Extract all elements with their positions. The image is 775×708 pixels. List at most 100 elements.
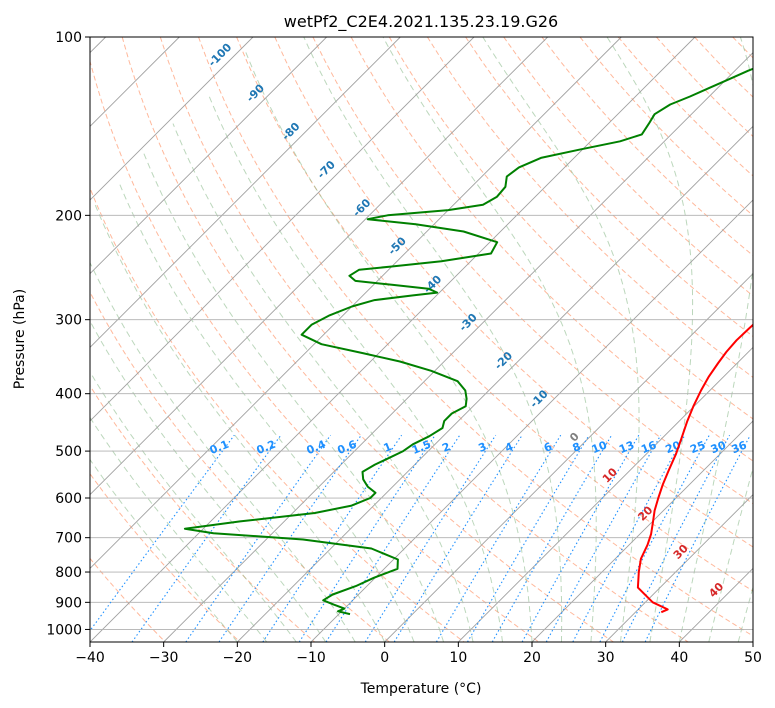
moist-adiabat — [678, 37, 753, 642]
mixing-ratio-line — [364, 434, 497, 642]
y-tick-label: 100 — [55, 30, 82, 46]
isotherm-line — [605, 494, 753, 642]
x-tick-label: −40 — [75, 650, 105, 666]
moist-adiabat — [90, 416, 268, 642]
dry-adiabat — [274, 37, 753, 548]
isotherm-line — [90, 37, 622, 569]
moist-adiabat — [172, 123, 474, 642]
mixing-ratio-label: 8 — [571, 440, 583, 455]
x-tick-label: 0 — [380, 650, 389, 666]
isotherm-line — [90, 37, 401, 348]
isotherm-line — [458, 346, 753, 642]
axes: −40 −30 −20 −10 0 10 20 30 40 50 100 200 300 400 500 60… — [46, 30, 762, 666]
mixing-ratio-line — [393, 434, 523, 642]
temperature-line — [636, 323, 753, 614]
y-tick-label: 500 — [55, 444, 82, 460]
dry-adiabat — [503, 37, 753, 297]
y-tick-label: 800 — [55, 565, 82, 581]
mixing-ratio-label: 2 — [440, 440, 452, 455]
moist-adiabat — [93, 201, 386, 642]
plot-area — [90, 37, 753, 642]
mixing-ratio-line — [185, 434, 332, 642]
isotherm-line — [90, 37, 696, 642]
moist-adiabat — [90, 370, 297, 642]
isotherm-line — [531, 420, 753, 642]
x-tick-label: 40 — [670, 650, 688, 666]
dry-adiabat — [312, 37, 753, 505]
dry-adiabat — [388, 37, 753, 420]
y-tick-label: 900 — [55, 595, 82, 611]
moist-adiabat — [708, 465, 753, 642]
mixing-ratio-label: 25 — [688, 439, 707, 457]
isotherm-line — [90, 37, 327, 275]
y-tick-label: 200 — [55, 208, 82, 224]
dry-adiabat — [350, 37, 753, 462]
y-tick-label: 700 — [55, 531, 82, 547]
mixing-ratio-label: 1 — [382, 440, 394, 455]
moist-adiabat — [382, 37, 597, 642]
x-tick-label: 30 — [597, 650, 615, 666]
plot-frame — [89, 36, 754, 643]
y-axis-title: Pressure (hPa) — [12, 289, 28, 389]
isotherm-line — [752, 641, 753, 642]
plot-background — [90, 37, 753, 642]
moist-adiabat — [117, 180, 415, 642]
isotherm-line — [384, 273, 753, 642]
moist-adiabat — [482, 37, 640, 642]
moist-adiabat — [606, 37, 694, 642]
x-tick-label: −10 — [296, 650, 326, 666]
mixing-ratio-label: 20 — [664, 438, 683, 456]
y-tick-label: 600 — [55, 491, 82, 507]
x-axis-title: Temperature (°C) — [360, 681, 482, 697]
x-tick-label: 20 — [523, 650, 541, 666]
x-tick-label: −20 — [223, 650, 253, 666]
y-tick-label: 300 — [55, 313, 82, 329]
mixing-ratio-label: 10 — [590, 438, 609, 456]
moist-adiabat — [737, 585, 753, 642]
mixing-ratio-line — [621, 434, 731, 642]
mixing-ratio-line — [90, 434, 235, 632]
isotherm-line — [90, 37, 548, 496]
mixing-ratio-line — [644, 434, 751, 642]
dry-adiabat — [90, 472, 241, 642]
background-lines — [90, 37, 775, 642]
dewpoint-line — [183, 67, 753, 616]
dry-adiabat — [90, 186, 465, 642]
y-tick-label: 1000 — [46, 622, 82, 638]
mixing-ratio-line — [325, 434, 461, 642]
data-series — [183, 67, 753, 616]
x-tick-label: 10 — [449, 650, 467, 666]
chart-title: wetPf2_C2E4.2021.135.23.19.G26 — [284, 12, 558, 32]
dry-adiabat — [159, 37, 689, 642]
isotherm-line — [90, 37, 254, 201]
moist-adiabat — [244, 49, 533, 642]
mixing-ratio-label: 3 — [476, 440, 488, 455]
moist-adiabat — [303, 37, 563, 642]
dry-adiabat — [771, 37, 775, 642]
x-tick-label: −30 — [149, 650, 179, 666]
dry-adiabat — [121, 37, 614, 642]
x-tick-label: 50 — [744, 650, 762, 666]
mixing-ratio-line — [572, 434, 686, 642]
mixing-ratio-label: 16 — [639, 438, 658, 456]
mixing-ratio-line — [435, 434, 562, 642]
moist-adiabat — [90, 261, 356, 642]
isotherm-line — [90, 37, 475, 422]
mixing-ratio-label: 30 — [709, 438, 728, 456]
mixing-ratio-line — [545, 434, 662, 642]
dry-adiabat — [90, 291, 390, 642]
y-tick-label: 400 — [55, 387, 82, 403]
mixing-ratio-label: 36 — [730, 438, 749, 456]
dry-adiabat — [90, 384, 316, 642]
moist-adiabat — [90, 320, 327, 642]
dry-adiabat — [465, 37, 753, 338]
dry-adiabat — [426, 37, 753, 378]
isotherm-line — [237, 125, 753, 642]
mixing-ratio-line — [491, 434, 613, 642]
dry-adiabat — [90, 59, 540, 642]
mixing-ratio-line — [218, 434, 362, 642]
isotherm-line — [310, 199, 753, 642]
mixing-ratio-label: 13 — [617, 439, 636, 457]
dry-adiabat — [236, 37, 753, 592]
